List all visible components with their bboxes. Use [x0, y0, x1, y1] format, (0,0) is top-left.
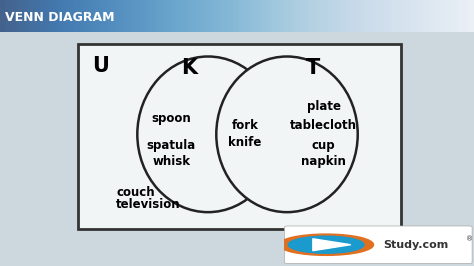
Text: knife: knife [228, 136, 262, 149]
Text: tablecloth: tablecloth [290, 119, 357, 132]
FancyBboxPatch shape [284, 226, 472, 263]
Text: television: television [116, 198, 181, 211]
Text: couch: couch [116, 186, 155, 199]
Ellipse shape [216, 56, 358, 212]
Text: K: K [182, 57, 198, 77]
Text: spoon: spoon [151, 113, 191, 126]
Circle shape [288, 236, 364, 253]
Text: Study.com: Study.com [383, 240, 448, 250]
Text: fork: fork [231, 119, 258, 132]
Text: cup: cup [312, 139, 336, 152]
Polygon shape [313, 239, 351, 251]
Text: spatula: spatula [146, 139, 196, 152]
Text: ®: ® [466, 237, 474, 243]
Text: napkin: napkin [301, 156, 346, 168]
Text: U: U [92, 56, 109, 77]
Ellipse shape [137, 56, 279, 212]
Text: plate: plate [307, 100, 341, 113]
Text: T: T [306, 57, 320, 77]
Text: whisk: whisk [152, 156, 190, 168]
Text: VENN DIAGRAM: VENN DIAGRAM [5, 11, 114, 24]
FancyBboxPatch shape [78, 44, 401, 228]
Circle shape [279, 234, 374, 255]
